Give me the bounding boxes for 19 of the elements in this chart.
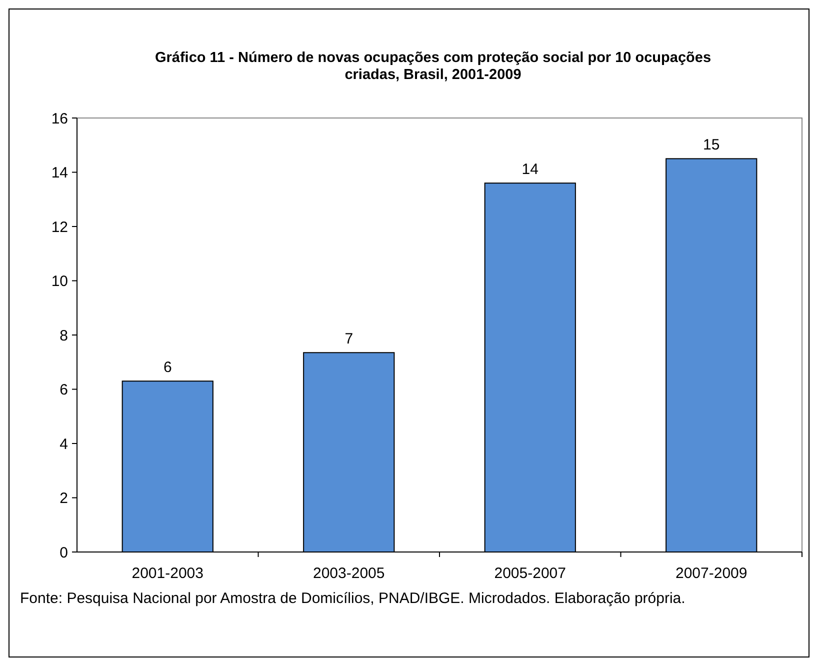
y-tick-label: 14 bbox=[51, 164, 68, 182]
y-tick-label: 0 bbox=[60, 544, 68, 562]
x-tick-label: 2005-2007 bbox=[494, 565, 566, 582]
data-label: 14 bbox=[522, 161, 538, 178]
y-tick-label: 16 bbox=[51, 110, 68, 128]
y-tick-label: 10 bbox=[51, 273, 68, 290]
data-label: 15 bbox=[703, 136, 720, 154]
x-tick-label: 2007-2009 bbox=[676, 565, 748, 582]
data-label: 7 bbox=[344, 330, 354, 348]
y-tick-label: 4 bbox=[60, 436, 68, 453]
y-tick-label: 12 bbox=[51, 218, 68, 236]
chart-title: Gráfico 11 - Número de novas ocupações com proteção social por 10 ocupações criadas, Brasil, 2001-2009 bbox=[154, 50, 712, 83]
data-label: 6 bbox=[163, 359, 172, 376]
y-tick-label: 2 bbox=[60, 490, 68, 507]
x-tick-label: 2001-2003 bbox=[132, 565, 204, 582]
y-tick-label: 8 bbox=[60, 327, 68, 344]
x-tick-label: 2003-2005 bbox=[313, 565, 385, 582]
y-tick-label: 6 bbox=[60, 382, 68, 398]
source-note: Fonte: Pesquisa Nacional por Amostra de Domicílios, PNAD/IBGE. Microdados. Elaboração própria. bbox=[20, 590, 686, 607]
